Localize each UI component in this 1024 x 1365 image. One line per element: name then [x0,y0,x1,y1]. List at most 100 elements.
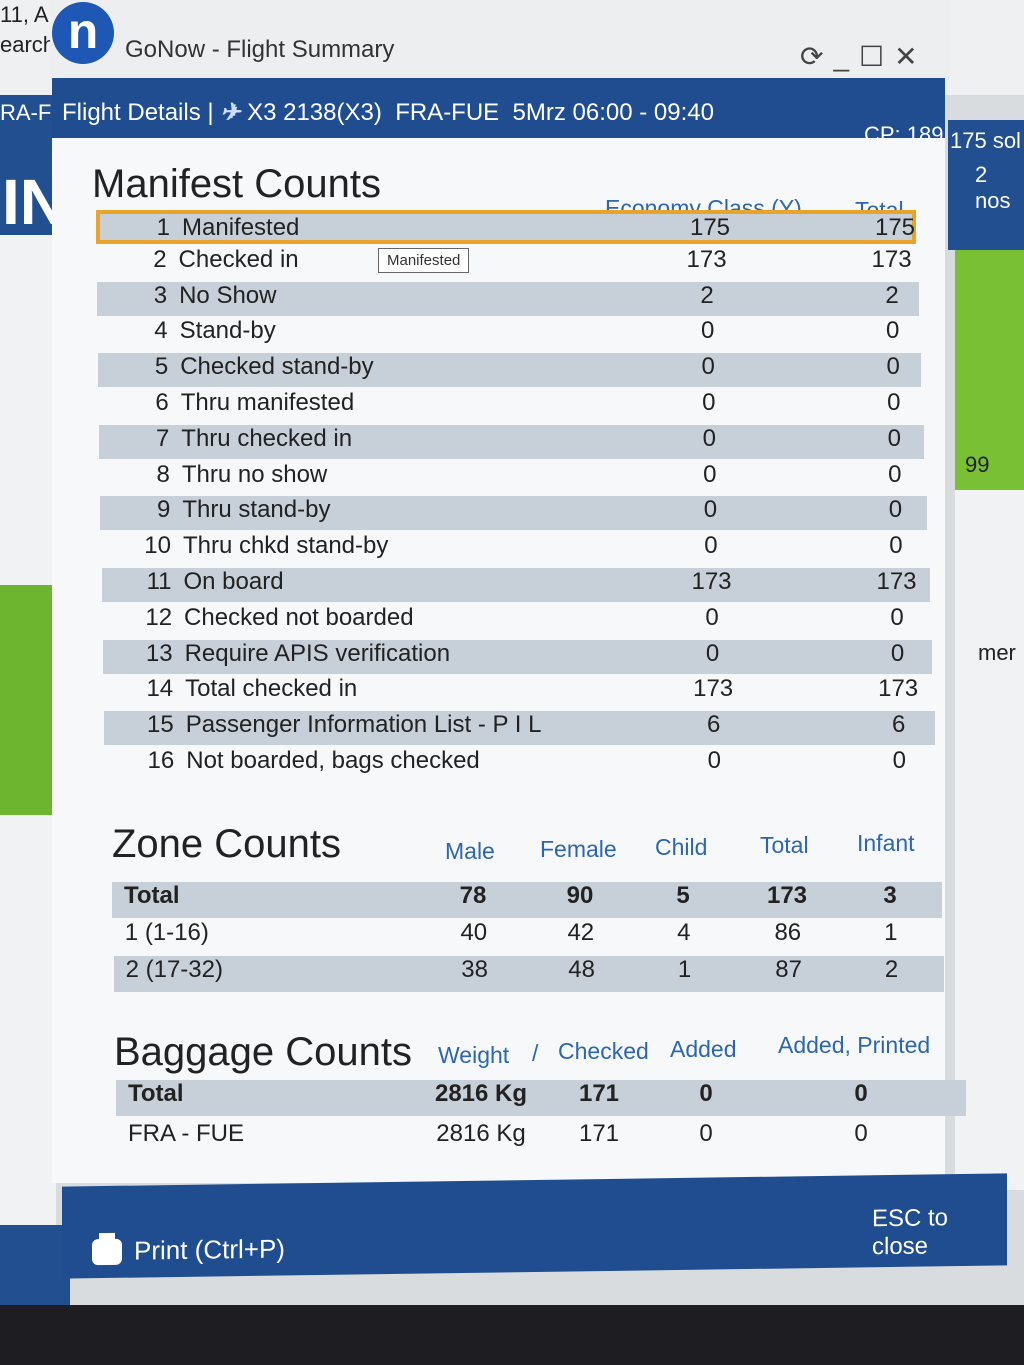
baggage-col-added-printed: Added, Printed [778,1032,931,1058]
row-label: Stand-by [179,317,276,345]
minimize-icon[interactable]: _ [833,41,854,72]
background-search-label[interactable]: earch [0,32,56,57]
row-number: 10 [144,532,171,560]
economy-value: 175 [689,214,731,241]
flight-route: FRA-FUE [395,99,500,126]
row-label: Passenger Information List - P I L [185,711,542,739]
manifest-row[interactable]: 5 Checked stand-by 0 0 [98,353,922,388]
zone-infant-value: 2 [884,956,899,983]
zone-label: Total [124,882,180,909]
manifest-row[interactable]: 4 Stand-by 0 0 [98,317,920,351]
total-value: 173 [871,245,912,273]
baggage-col-weight: Weight [438,1042,510,1068]
manifest-row[interactable]: 15 Passenger Information List - P I L 6 6 [103,711,935,746]
row-label: Manifested [182,214,300,241]
background-right-bar [948,120,1024,250]
total-value: 0 [890,639,905,667]
baggage-label: Total [128,1080,184,1107]
window-titlebar[interactable]: n GoNow - Flight Summary ⟳ _ ☐ ✕ [50,0,950,80]
economy-value: 173 [693,675,734,703]
economy-value: 0 [700,317,715,345]
baggage-added-printed: 0 [854,1080,868,1107]
total-value: 0 [890,603,904,631]
row-number: 9 [157,496,171,524]
zone-child-value: 4 [677,919,691,946]
row-number: 13 [145,639,173,667]
background-left-bar [0,95,56,145]
zone-total-value: 87 [775,956,802,983]
row-number: 12 [145,603,173,631]
row-label: Not boarded, bags checked [186,747,480,774]
airline-logo-icon: ✈ [220,99,241,126]
manifest-row[interactable]: 16 Not boarded, bags checked 0 0 [104,747,936,781]
zone-col-total: Total [760,832,809,858]
zone-col-female: Female [540,836,617,862]
total-value: 0 [886,353,900,381]
row-number: 3 [153,281,168,309]
manifest-row[interactable]: 3 No Show 2 2 [97,281,919,316]
zone-label: 2 (17-32) [125,956,223,983]
manifest-row[interactable]: 8 Thru no show 0 0 [100,461,926,495]
manifest-row[interactable]: 2 Checked in 173 173 [97,246,918,280]
row-label: Total checked in [185,675,358,703]
economy-value: 2 [700,281,714,309]
background-route-code: RA-F [0,100,52,125]
total-value: 0 [885,317,900,345]
flight-details-line: Flight Details | ✈ X3 2138(X3) FRA-FUE 5… [62,98,714,127]
refresh-icon[interactable]: ⟳ [800,41,828,72]
total-value: 0 [888,460,902,488]
zone-col-infant: Infant [857,830,915,856]
manifest-row[interactable]: 12 Checked not boarded 0 0 [102,604,931,638]
close-icon[interactable]: ✕ [894,41,922,72]
row-label: Checked not boarded [184,603,414,631]
flight-schedule: 5Mrz 06:00 - 09:40 [512,99,714,126]
total-value: 0 [887,424,901,452]
row-label: Thru no show [181,460,328,488]
flight-number: X3 2138(X3) [247,99,382,126]
manifest-row[interactable]: 1 Manifested 175 175 [96,210,916,244]
baggage-col-checked: Checked [558,1038,649,1064]
esc-close-hint[interactable]: ESC to close [872,1204,949,1261]
economy-value: 0 [703,496,718,524]
print-button[interactable]: Print (Ctrl+P) [92,1233,285,1267]
zone-total-value: 173 [766,882,808,909]
maximize-icon[interactable]: ☐ [859,41,889,72]
zone-title: Zone Counts [112,822,342,866]
row-label: Checked stand-by [180,353,374,381]
baggage-weight: 2816 Kg [434,1080,528,1107]
flight-summary-dialog: n GoNow - Flight Summary ⟳ _ ☐ ✕ Flight Det… [50,0,1010,1290]
zone-female-value: 90 [566,882,594,909]
total-value: 6 [892,711,906,739]
baggage-added: 0 [699,1120,713,1147]
row-label: Require APIS verification [184,639,451,667]
baggage-row: FRA - FUE 2816 Kg 171 0 0 [116,1120,966,1156]
window-controls: ⟳ _ ☐ ✕ [800,40,928,73]
manifest-row[interactable]: 14 Total checked in 173 173 [103,675,933,709]
row-number: 8 [156,460,170,488]
economy-value: 0 [707,747,721,774]
manifest-row[interactable]: 6 Thru manifested 0 0 [99,389,923,423]
economy-value: 173 [691,568,732,595]
row-label: On board [183,568,284,595]
economy-value: 0 [705,603,719,631]
row-label: Thru stand-by [182,496,331,524]
row-number: 11 [146,568,172,595]
printer-icon [92,1238,122,1265]
zone-female-value: 42 [567,919,595,946]
manifest-row[interactable]: 7 Thru checked in 0 0 [99,424,925,459]
baggage-weight: 2816 Kg [436,1120,526,1147]
manifest-row[interactable]: 11 On board 173 173 [101,568,930,602]
baggage-added: 0 [699,1080,713,1107]
zone-label: 1 (1-16) [124,919,209,946]
flight-details-label: Flight Details | [62,99,214,126]
manifest-row[interactable]: 9 Thru stand-by 0 0 [100,496,927,531]
economy-value: 0 [703,460,717,488]
economy-value: 6 [707,711,721,739]
manifest-row[interactable]: 10 Thru chkd stand-by 0 0 [101,532,928,566]
economy-value: 173 [686,245,727,273]
row-number: 15 [146,711,174,739]
manifest-row[interactable]: 13 Require APIS verification 0 0 [102,639,933,674]
zone-col-child: Child [655,834,708,860]
baggage-checked: 171 [578,1120,620,1147]
row-number: 6 [155,389,169,416]
